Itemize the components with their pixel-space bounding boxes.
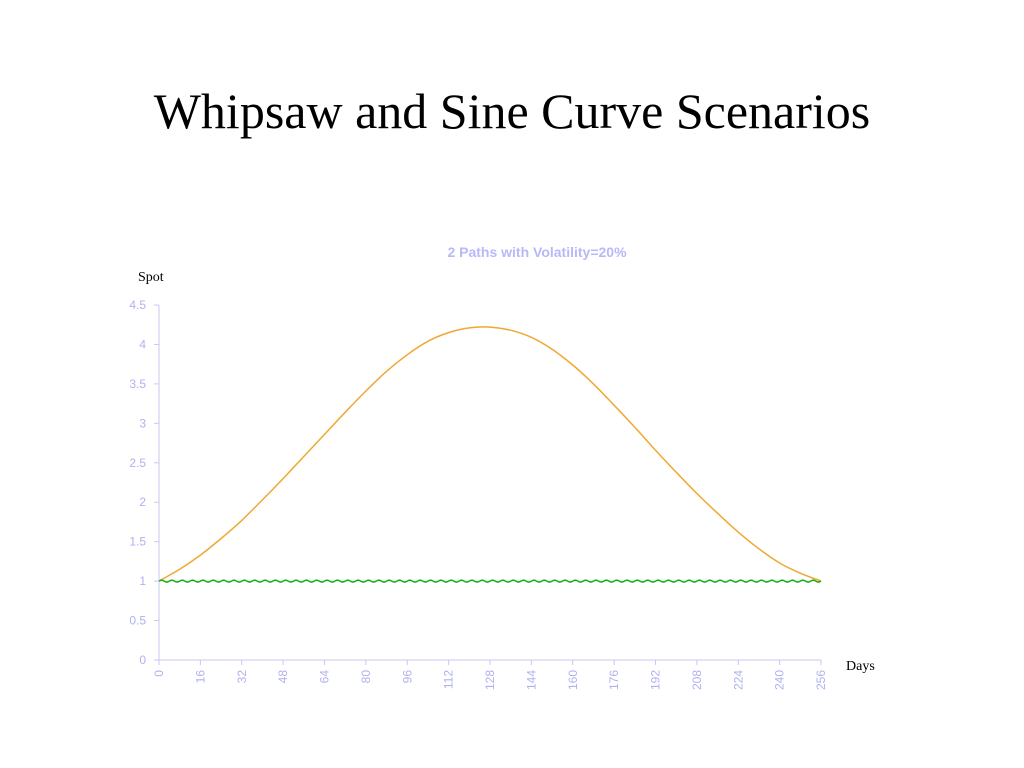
chart-title: 2 Paths with Volatility=20%: [447, 244, 627, 260]
x-tick-label: 128: [483, 670, 497, 690]
y-axis-label: Spot: [138, 270, 164, 285]
x-tick-label: 32: [235, 670, 249, 684]
series-line-whipsaw: [158, 579, 822, 583]
x-tick-label: 64: [318, 670, 332, 684]
y-tick-label: 4.5: [129, 298, 146, 312]
slide-title: Whipsaw and Sine Curve Scenarios: [153, 83, 871, 139]
x-tick-label: 240: [773, 670, 787, 690]
x-tick-label: 160: [566, 670, 580, 690]
y-tick-label: 3: [139, 416, 146, 430]
y-tick-label: 0: [139, 653, 146, 667]
x-tick-label: 16: [193, 670, 207, 684]
y-tick-label: 2: [139, 495, 146, 509]
y-tick-label: 4: [139, 337, 146, 351]
y-tick-label: 1: [139, 574, 146, 588]
x-tick-label: 0: [152, 670, 166, 677]
y-tick-label: 3.5: [129, 377, 146, 391]
x-tick-label: 208: [690, 670, 704, 690]
x-tick-label: 224: [731, 670, 745, 690]
x-tick-label: 256: [814, 670, 828, 690]
x-tick-label: 144: [524, 670, 538, 690]
x-axis-label: Days: [846, 659, 875, 674]
series-line-sine: [158, 326, 822, 582]
axes: 0 0.5 1 1.5 2 2.5 3 3.5 4 4.5 0 16 32 48 64 80 96 112 128 1…: [129, 298, 828, 690]
x-tick-label: 48: [276, 670, 290, 684]
y-tick-label: 0.5: [129, 614, 146, 628]
x-tick-label: 112: [442, 670, 456, 689]
y-tick-label: 2.5: [129, 456, 146, 470]
y-tick-label: 1.5: [129, 535, 146, 549]
x-tick-label: 96: [400, 670, 414, 684]
series-layer: [158, 326, 822, 583]
x-tick-label: 192: [649, 670, 663, 690]
x-tick-label: 176: [607, 670, 621, 690]
x-tick-label: 80: [359, 670, 373, 684]
